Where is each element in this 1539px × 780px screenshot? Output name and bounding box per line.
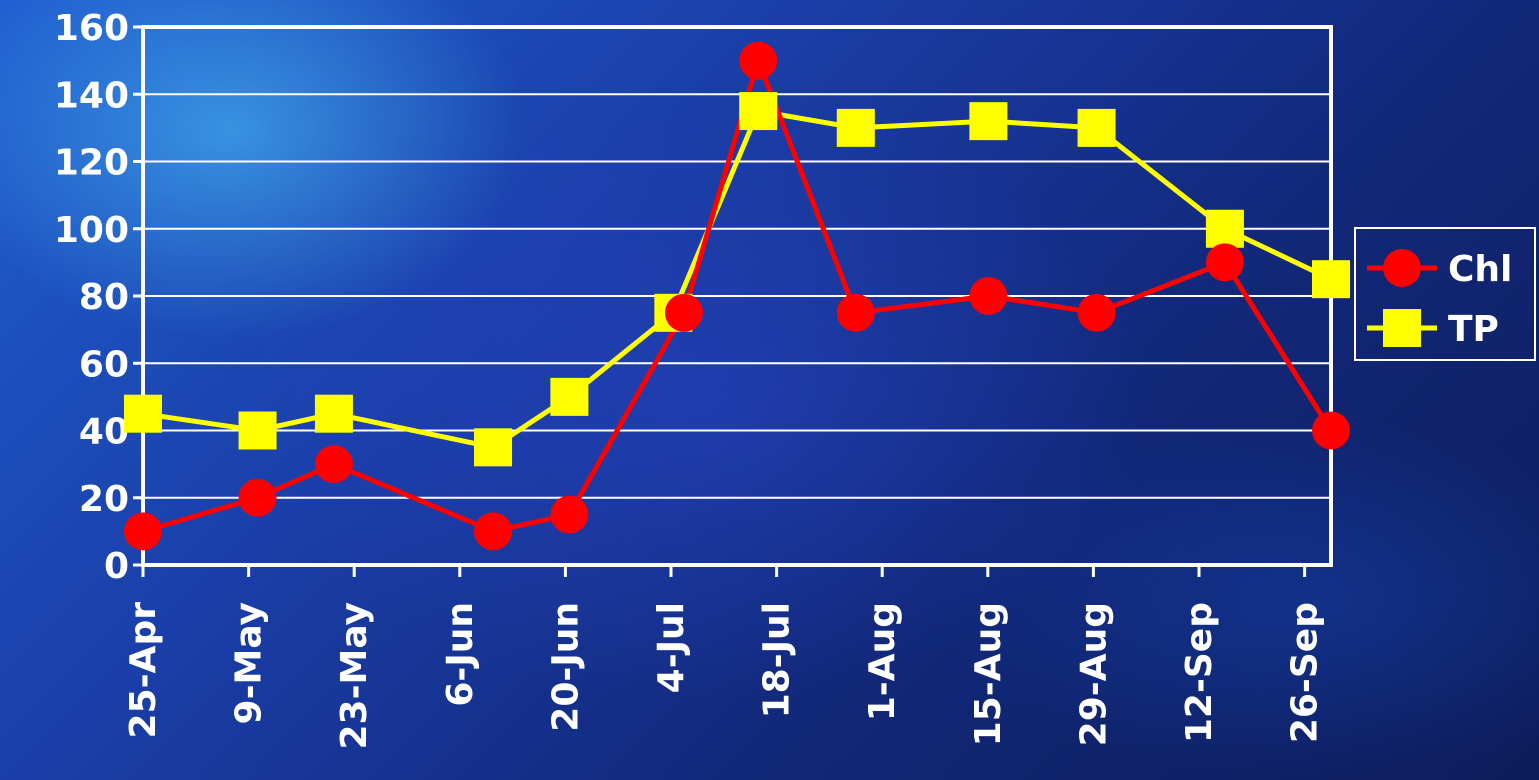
y-tick-label: 120 — [54, 143, 129, 184]
y-tick-label: 100 — [54, 210, 129, 251]
x-tick-label: 4-Jul — [651, 602, 692, 693]
data-point-tp — [550, 377, 589, 416]
data-point-tp — [836, 108, 875, 147]
data-point-chl — [664, 293, 703, 332]
gridlines — [143, 93, 1331, 499]
data-point-tp — [969, 102, 1008, 141]
data-point-tp — [314, 394, 353, 433]
data-point-chl — [1205, 243, 1244, 282]
x-tick-label: 6-Jun — [440, 602, 481, 707]
data-point-tp — [474, 428, 513, 467]
x-tick-label: 1-Aug — [862, 602, 903, 721]
x-tick-label: 12-Sep — [1179, 602, 1220, 743]
y-axis-ticks: 0 20 40 60 80 100 120 140 160 — [54, 8, 143, 587]
data-point-tp — [1077, 108, 1116, 147]
data-point-tp — [238, 411, 277, 450]
data-point-chl — [1312, 411, 1350, 450]
data-point-chl — [550, 495, 589, 534]
data-point-chl — [314, 445, 353, 484]
legend-box — [1354, 227, 1536, 361]
x-tick-label: 9-May — [229, 602, 270, 724]
y-tick-label: 60 — [79, 344, 129, 385]
legend-marker-tp — [1383, 309, 1421, 347]
data-point-chl — [474, 512, 513, 551]
data-point-tp — [1205, 209, 1244, 248]
x-axis-ticks: 25-Apr 9-May 23-May 6-Jun 20-Jun 4-Jul 18-Jul 1… — [123, 565, 1326, 750]
data-point-chl — [238, 478, 277, 517]
y-tick-label: 160 — [54, 8, 129, 49]
legend-label-chl: Chl — [1448, 249, 1512, 290]
data-point-tp — [739, 92, 778, 131]
legend-label-tp: TP — [1448, 309, 1499, 350]
data-point-chl — [969, 277, 1008, 315]
y-tick-label: 40 — [79, 412, 129, 453]
data-point-tp — [1312, 260, 1350, 299]
y-tick-label: 0 — [104, 546, 129, 587]
series-markers — [124, 41, 1350, 551]
data-point-chl — [124, 512, 162, 551]
x-tick-label: 18-Jul — [757, 602, 798, 718]
data-point-chl — [836, 293, 875, 332]
x-tick-label: 29-Aug — [1073, 602, 1114, 746]
y-tick-label: 20 — [79, 479, 129, 520]
x-tick-label: 25-Apr — [123, 602, 164, 739]
x-tick-label: 20-Jun — [545, 602, 586, 732]
x-tick-label: 23-May — [334, 602, 375, 750]
x-tick-label: 26-Sep — [1285, 602, 1326, 743]
y-tick-label: 140 — [54, 75, 129, 116]
legend: Chl TP — [1354, 227, 1536, 361]
x-tick-label: 15-Aug — [968, 602, 1009, 746]
data-point-chl — [739, 41, 778, 80]
y-tick-label: 80 — [79, 277, 129, 318]
legend-marker-chl — [1383, 249, 1421, 287]
data-point-tp — [124, 394, 162, 433]
data-point-chl — [1077, 293, 1116, 332]
